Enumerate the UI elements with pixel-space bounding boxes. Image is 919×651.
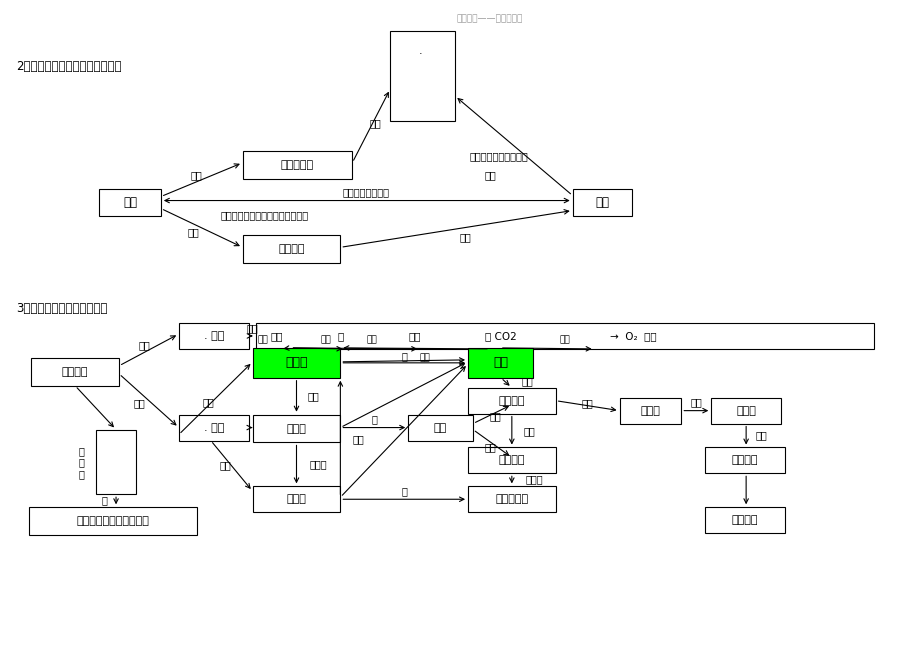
- Bar: [96, 430, 136, 494]
- Text: 影响: 影响: [484, 171, 496, 180]
- Text: 食物链: 食物链: [735, 406, 755, 415]
- Bar: [31, 358, 119, 386]
- Text: 需要: 需要: [559, 335, 570, 344]
- Bar: [253, 415, 340, 443]
- Text: 细菌、真菌: 细菌、真菌: [494, 494, 528, 505]
- Text: 生物: 生物: [595, 196, 609, 209]
- Bar: [705, 507, 784, 533]
- Bar: [705, 447, 784, 473]
- Text: 人与其他生物的共同家园: 人与其他生物的共同家园: [76, 516, 149, 526]
- Text: （ CO2: （ CO2: [484, 331, 516, 341]
- Text: 包括: 包括: [138, 340, 150, 350]
- Text: 学习必备——精品知识点: 学习必备——精品知识点: [456, 15, 523, 24]
- Text: 被吃: 被吃: [521, 376, 533, 386]
- Bar: [243, 236, 340, 263]
- Text: 包括: 包括: [483, 443, 495, 452]
- Text: . 部分: . 部分: [203, 422, 223, 432]
- Text: →  O₂  ）等: → O₂ ）等: [609, 331, 655, 341]
- Text: 包括: 包括: [246, 323, 258, 333]
- Bar: [243, 151, 352, 178]
- Text: 形成: 形成: [581, 398, 593, 409]
- Text: 分解者: 分解者: [286, 494, 306, 505]
- Text: 包括: 包括: [187, 227, 199, 238]
- Text: 需要: 需要: [367, 335, 377, 344]
- Text: 生态平衡: 生态平衡: [732, 456, 757, 465]
- Bar: [468, 447, 555, 473]
- Bar: [253, 348, 340, 378]
- Text: 注意：探究酸雨的危害: 注意：探究酸雨的危害: [470, 151, 528, 161]
- Text: 注意：探究植物对空气湿度的影响: 注意：探究植物对空气湿度的影响: [221, 210, 309, 221]
- Text: 是: 是: [101, 495, 107, 505]
- Bar: [178, 323, 248, 349]
- Bar: [408, 415, 472, 441]
- Text: 影响: 影响: [459, 232, 471, 242]
- Bar: [255, 323, 873, 349]
- Text: 需要: 需要: [320, 335, 331, 344]
- Text: 被吃: 被吃: [307, 391, 319, 401]
- Bar: [253, 486, 340, 512]
- Text: 被吃: 被吃: [523, 426, 535, 437]
- Bar: [710, 398, 780, 424]
- Text: 产生: 产生: [352, 434, 364, 445]
- Text: 阳光: 阳光: [270, 331, 283, 341]
- Bar: [468, 486, 555, 512]
- Text: 产生: 产生: [419, 353, 430, 363]
- Text: . 部分: . 部分: [203, 331, 223, 341]
- Bar: [468, 388, 555, 413]
- Text: 生态系统: 生态系统: [62, 367, 88, 377]
- Text: 是: 是: [401, 486, 407, 496]
- Text: 蕴含: 蕴含: [754, 430, 766, 441]
- Text: 包括: 包括: [489, 411, 500, 422]
- Text: 生物因素: 生物因素: [278, 244, 304, 255]
- Text: 食物链: 食物链: [640, 406, 660, 415]
- Text: 被分解: 被分解: [526, 475, 543, 484]
- Text: 草食动物: 草食动物: [498, 396, 525, 406]
- Text: 动物: 动物: [434, 422, 447, 432]
- Text: 水: 水: [337, 331, 343, 341]
- Text: 包括: 包括: [203, 398, 214, 408]
- Text: 空气: 空气: [408, 331, 421, 341]
- Text: 包括: 包括: [133, 398, 144, 409]
- Text: 需要: 需要: [257, 335, 267, 344]
- Text: 非生物因素: 非生物因素: [280, 159, 313, 170]
- Text: 最
大
的: 最 大 的: [78, 446, 84, 479]
- Text: .: .: [418, 46, 422, 56]
- Text: 依赖、影响、适应: 依赖、影响、适应: [343, 187, 390, 197]
- Text: 能力有限: 能力有限: [732, 515, 757, 525]
- Text: 3、生物与环境组成生态系统: 3、生物与环境组成生态系统: [17, 301, 108, 314]
- Text: 形成: 形成: [689, 398, 701, 408]
- Text: 是: 是: [401, 351, 407, 361]
- Bar: [178, 415, 248, 441]
- Bar: [468, 348, 532, 378]
- Text: 包括: 包括: [220, 460, 232, 471]
- Text: 2、生物的生存依赖于一定的环境: 2、生物的生存依赖于一定的环境: [17, 60, 121, 73]
- Bar: [572, 189, 631, 217]
- Text: 包括: 包括: [369, 118, 380, 128]
- Text: 是: 是: [371, 415, 377, 424]
- Text: 生产者: 生产者: [285, 356, 308, 369]
- Bar: [99, 189, 161, 217]
- Text: 环境: 环境: [123, 196, 137, 209]
- Text: 消费者: 消费者: [286, 424, 306, 434]
- Bar: [390, 31, 455, 121]
- Text: 被分解: 被分解: [310, 460, 327, 469]
- Text: 包括: 包括: [191, 171, 202, 180]
- Bar: [618, 398, 681, 424]
- Text: 肉食动物: 肉食动物: [498, 456, 525, 465]
- Bar: [29, 507, 197, 535]
- Text: 植物: 植物: [493, 356, 507, 369]
